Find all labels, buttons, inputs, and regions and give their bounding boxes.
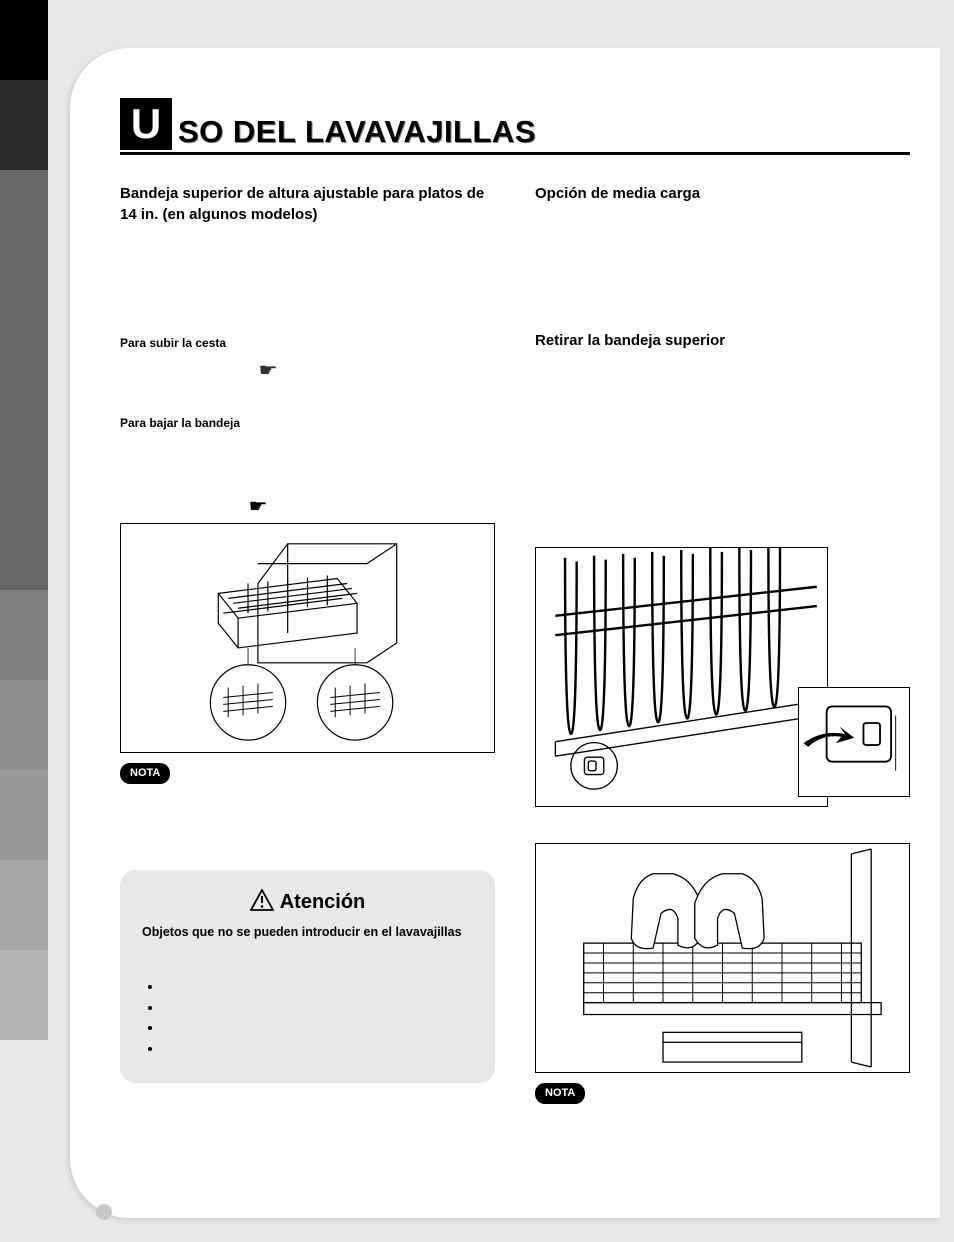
left-column: Bandeja superior de altura ajustable par… [120, 183, 495, 1130]
attention-bullet [162, 999, 473, 1016]
left-sub-raise-text: ☛ [120, 358, 495, 383]
nota-text [120, 784, 495, 798]
side-tab [0, 170, 48, 590]
right-heading-remove-rack: Retirar la bandeja superior [535, 330, 910, 351]
right-para-2 [535, 363, 910, 377]
pointer-hand-icon: ☛ [248, 494, 267, 519]
title-badge-letter: U [120, 98, 172, 150]
left-sub-lower: Para bajar la bandeja [120, 415, 495, 432]
side-tab [0, 0, 48, 80]
left-heading-adjustable-rack: Bandeja superior de altura ajustable par… [120, 183, 495, 225]
nota-badge: NOTA [535, 1083, 585, 1104]
warning-triangle-icon [250, 889, 274, 911]
attention-bullet [162, 1019, 473, 1036]
attention-bullet-list [142, 978, 473, 1057]
right-heading-half-load: Opción de media carga [535, 183, 910, 204]
page-title: U SO DEL LAVAVAJILLAS [120, 98, 910, 155]
page-indicator-dot [96, 1204, 112, 1220]
side-tab [0, 950, 48, 1040]
right-para-1 [535, 216, 910, 230]
title-text: SO DEL LAVAVAJILLAS [178, 114, 536, 150]
attention-title: Atención [142, 888, 473, 916]
side-tab [0, 80, 48, 170]
left-para-1 [120, 237, 495, 251]
attention-subtitle: Objetos que no se pueden introducir en e… [142, 924, 473, 942]
side-tab [0, 770, 48, 860]
side-tab [0, 860, 48, 950]
side-tab [0, 590, 48, 680]
left-sub-raise: Para subir la cesta [120, 335, 495, 352]
side-tab [0, 680, 48, 770]
pointer-hand-icon: ☛ [258, 358, 277, 383]
illustration-remove-rack [535, 843, 910, 1073]
illustration-rail-main [535, 547, 828, 807]
nota-text-right [535, 1104, 910, 1118]
nota-badge: NOTA [120, 763, 170, 784]
attention-callout: Atención Objetos que no se pueden introd… [120, 870, 495, 1083]
illustration-rail-with-detail [535, 547, 910, 807]
attention-bullet [162, 1040, 473, 1057]
page-card: U SO DEL LAVAVAJILLAS Bandeja superior d… [70, 48, 940, 1218]
right-column: Opción de media carga Retirar la bandeja… [535, 183, 910, 1130]
illustration-rail-clip-detail [798, 687, 911, 797]
side-tab-strip [0, 0, 48, 1180]
illustration-adjustable-rack [120, 523, 495, 753]
left-sub-lower-text [120, 438, 495, 452]
attention-bullet [162, 978, 473, 995]
attention-intro [142, 952, 473, 966]
